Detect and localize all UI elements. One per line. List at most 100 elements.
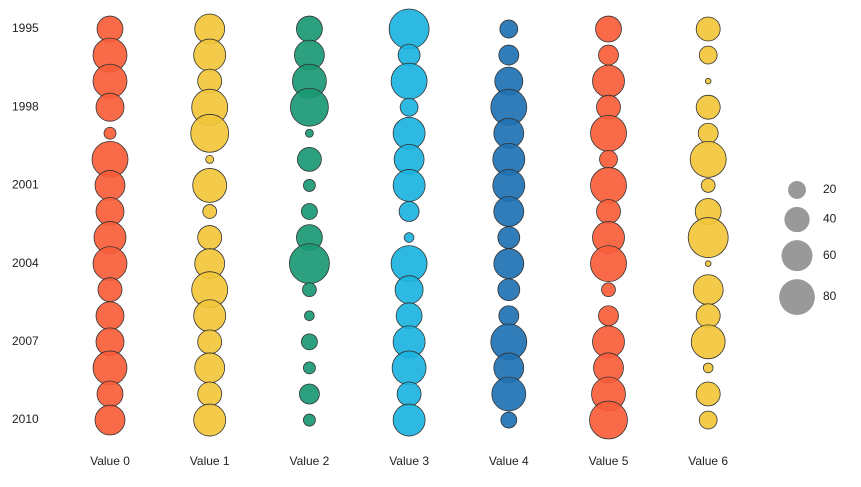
bubble: [304, 128, 314, 138]
legend-label: 80: [823, 289, 837, 303]
bubble: [403, 232, 415, 243]
legend-label: 40: [823, 212, 837, 226]
bubble: [690, 324, 726, 360]
bubble: [498, 44, 520, 66]
bubble: [97, 277, 123, 303]
bubble: [95, 92, 125, 122]
bubble: [590, 167, 627, 204]
bubble: [601, 282, 616, 298]
y-tick-label: 2004: [12, 256, 39, 270]
x-tick-label: Value 2: [289, 454, 329, 468]
y-tick-label: 1998: [12, 99, 39, 113]
bubble: [397, 43, 421, 67]
bubble: [396, 381, 422, 407]
bubble: [392, 169, 426, 202]
legend-bubble: [781, 240, 813, 272]
bubble: [298, 383, 320, 405]
bubble: [302, 413, 316, 427]
bubble: [687, 217, 729, 258]
legend-label: 60: [823, 248, 837, 262]
bubble: [596, 199, 621, 224]
x-tick-label: Value 6: [688, 454, 728, 468]
bubble: [695, 94, 721, 120]
legend-label: 20: [823, 182, 837, 196]
bubble: [92, 246, 128, 282]
bubble: [704, 260, 712, 267]
bubble: [692, 274, 724, 306]
bubble: [302, 179, 316, 192]
bubble: [103, 126, 117, 140]
bubble: [193, 38, 227, 72]
x-tick-label: Value 5: [589, 454, 629, 468]
bubble: [697, 122, 719, 144]
y-tick-label: 2007: [12, 334, 39, 348]
bubble: [599, 150, 618, 169]
bubble: [197, 225, 223, 250]
bubble: [598, 44, 619, 66]
bubble: [388, 8, 430, 50]
bubble: [590, 114, 627, 152]
bubble: [302, 361, 316, 375]
bubble: [302, 282, 317, 298]
bubble: [296, 15, 323, 43]
bubble: [590, 245, 627, 283]
bubble: [194, 352, 226, 384]
bubble: [500, 411, 518, 429]
bubble: [96, 380, 124, 408]
y-tick-label: 2010: [12, 412, 39, 426]
bubble: [695, 381, 721, 407]
bubble: [202, 204, 218, 219]
bubble: [193, 403, 227, 437]
x-tick-label: Value 3: [389, 454, 429, 468]
bubble: [192, 168, 228, 203]
bubble: [205, 154, 215, 164]
bubble: [698, 410, 718, 430]
bubble: [92, 350, 128, 386]
bubble: [296, 146, 322, 172]
bubble: [193, 299, 227, 333]
bubble: [704, 77, 712, 85]
bubble: [197, 329, 223, 355]
x-tick-label: Value 4: [489, 454, 529, 468]
bubble: [94, 170, 126, 201]
bubble: [689, 140, 727, 178]
bubble: [493, 196, 525, 227]
bubble: [497, 278, 521, 302]
x-tick-label: Value 1: [190, 454, 230, 468]
bubble: [700, 178, 716, 193]
bubble: [497, 226, 521, 249]
bubble: [491, 376, 527, 412]
bubble: [288, 243, 330, 285]
bubble: [498, 305, 520, 327]
bubble: [589, 400, 628, 440]
legend-bubble: [779, 279, 815, 315]
bubble: [94, 404, 126, 436]
bubble: [698, 45, 718, 65]
bubble: [395, 302, 423, 330]
x-tick-label: Value 0: [90, 454, 130, 468]
bubble: [695, 303, 721, 329]
bubble: [390, 62, 428, 100]
bubble: [392, 403, 426, 437]
bubble: [95, 301, 125, 331]
bubble: [304, 310, 315, 322]
y-tick-label: 2001: [12, 178, 39, 192]
bubble: [391, 350, 427, 386]
bubble: [190, 113, 230, 153]
legend-bubble: [788, 181, 806, 199]
bubble: [695, 16, 721, 42]
bubble: [290, 87, 329, 127]
bubble: [592, 64, 625, 98]
bubble: [499, 19, 519, 39]
bubble: [702, 362, 714, 374]
bubble: [300, 333, 318, 351]
y-tick-label: 1995: [12, 21, 39, 35]
bubble: [493, 248, 525, 279]
bubble: [399, 97, 419, 117]
bubble: [595, 15, 622, 43]
bubble: [398, 201, 420, 222]
bubble: [197, 381, 223, 407]
bubble: [394, 275, 424, 305]
bubble: [598, 305, 619, 327]
legend-bubble: [784, 206, 810, 233]
